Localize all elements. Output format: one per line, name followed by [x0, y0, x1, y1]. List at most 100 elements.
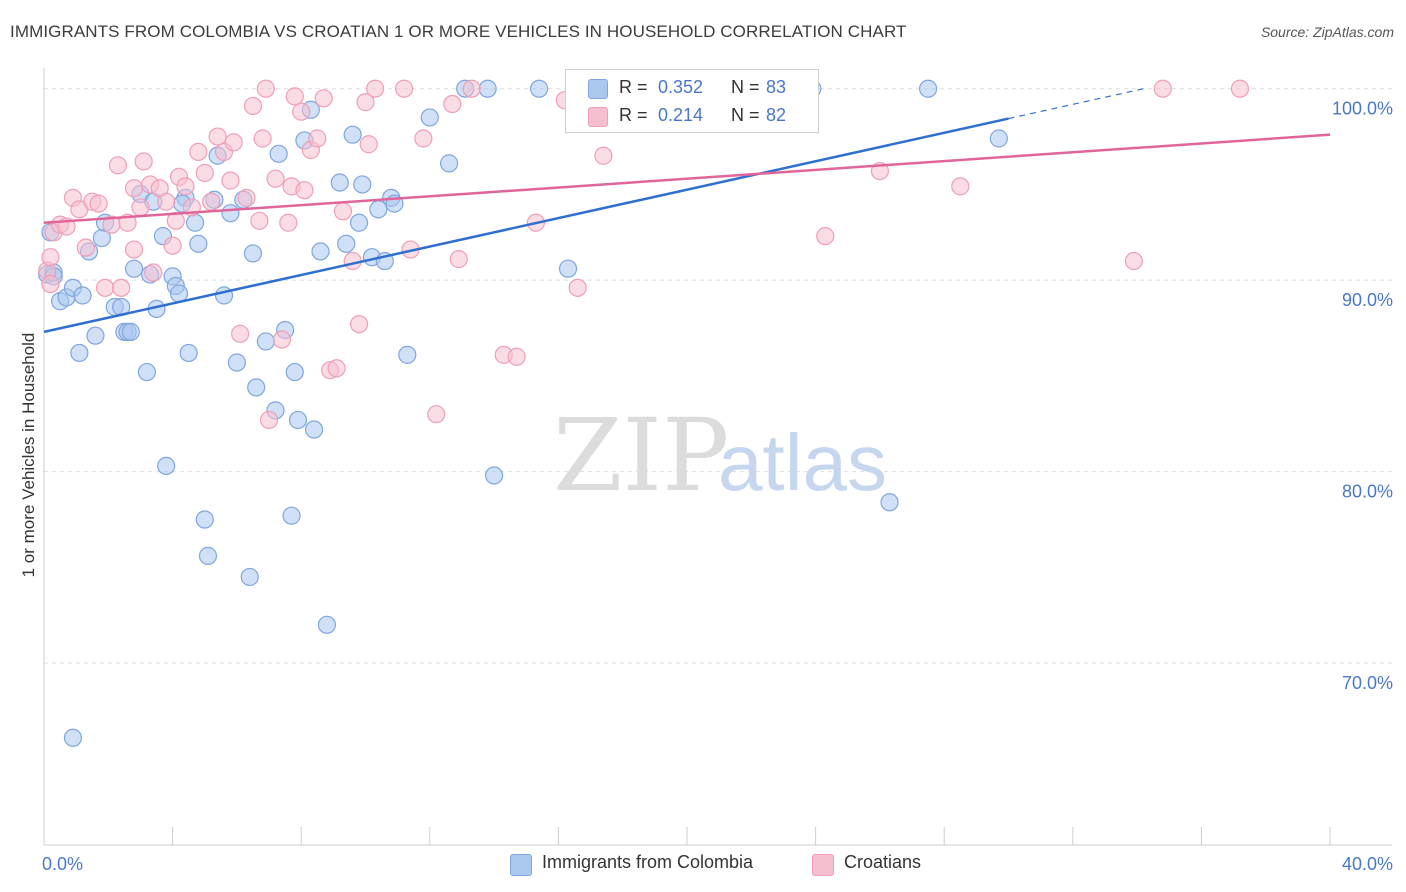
point-croatian: [1124, 251, 1143, 271]
point-colombia: [353, 175, 372, 194]
watermark: ZIP atlas: [553, 397, 887, 514]
point-croatian: [279, 213, 298, 232]
point-croatian: [427, 405, 446, 424]
x-tick-label: 40.0%: [1342, 854, 1393, 874]
point-colombia: [198, 546, 218, 565]
point-colombia: [121, 322, 140, 341]
point-colombia: [288, 410, 308, 430]
legend-r-value: 0.214: [658, 105, 704, 125]
chart-title: IMMIGRANTS FROM COLOMBIA VS CROATIAN 1 O…: [10, 22, 907, 41]
bottom-legend-swatch-pink: [812, 854, 834, 876]
point-croatian: [266, 169, 285, 188]
point-croatian: [568, 278, 587, 297]
point-colombia: [317, 615, 337, 634]
point-colombia: [195, 510, 214, 529]
trendline-colombia-extension: [1008, 88, 1144, 120]
point-croatian: [292, 102, 311, 121]
point-colombia: [73, 286, 92, 305]
point-croatian: [131, 198, 150, 217]
point-croatian: [112, 278, 131, 297]
watermark-zip: ZIP: [553, 397, 729, 514]
point-croatian: [333, 202, 353, 221]
trend-layer: [43, 88, 1331, 334]
y-tick-label: 90.0%: [1342, 290, 1393, 310]
point-croatian: [189, 142, 208, 162]
point-croatian: [108, 156, 128, 175]
point-croatian: [816, 227, 835, 246]
point-croatian: [314, 89, 333, 108]
point-croatian: [394, 79, 414, 98]
point-colombia: [157, 456, 176, 476]
point-croatian: [231, 324, 250, 343]
point-colombia: [189, 234, 208, 253]
bottom-legend-label: Immigrants from Colombia: [542, 852, 754, 872]
point-colombia: [478, 79, 497, 98]
legend-n-value: 82: [766, 105, 787, 125]
point-croatian: [272, 330, 292, 349]
point-colombia: [880, 493, 899, 512]
point-croatian: [951, 177, 970, 196]
point-croatian: [414, 129, 433, 148]
label-layer: 1 or more Vehicles in Household: [19, 333, 38, 578]
point-croatian: [507, 347, 526, 366]
bottom-legend-swatch-blue: [510, 854, 532, 876]
bottom-legend-label: Croatians: [844, 852, 922, 872]
point-croatian: [243, 96, 263, 116]
x-tick-label: 0.0%: [42, 854, 83, 874]
point-colombia: [349, 213, 369, 232]
point-croatian: [359, 135, 378, 154]
trendline-croatian: [43, 133, 1331, 224]
point-croatian: [308, 129, 327, 148]
point-croatian: [176, 177, 195, 196]
point-croatian: [253, 129, 272, 148]
point-colombia: [337, 234, 356, 253]
point-croatian: [327, 359, 346, 378]
legend-r-label: R =: [619, 77, 648, 97]
point-croatian: [256, 79, 275, 98]
point-colombia: [285, 362, 304, 382]
watermark-atlas: atlas: [718, 418, 887, 507]
trendline-colombia: [43, 117, 1009, 334]
point-croatian: [295, 181, 314, 200]
point-colombia: [86, 326, 105, 345]
legend-r-label: R =: [619, 105, 648, 125]
point-croatian: [349, 315, 369, 334]
legend-swatch-pink: [588, 107, 608, 127]
point-colombia: [240, 567, 259, 587]
point-colombia: [439, 154, 459, 173]
point-colombia: [256, 332, 275, 351]
point-croatian: [144, 263, 163, 282]
point-croatian: [285, 87, 304, 106]
point-colombia: [530, 79, 549, 98]
point-croatian: [76, 238, 95, 257]
legend-n-label: N =: [731, 105, 760, 125]
point-colombia: [989, 129, 1008, 148]
point-croatian: [462, 79, 481, 98]
point-croatian: [443, 94, 462, 114]
y-tick-label: 80.0%: [1342, 482, 1393, 502]
point-colombia: [330, 173, 349, 192]
point-croatian: [1230, 79, 1250, 98]
point-croatian: [356, 93, 375, 112]
point-colombia: [558, 259, 578, 278]
point-colombia: [304, 420, 324, 439]
legend-n-label: N =: [731, 77, 760, 97]
point-croatian: [594, 146, 613, 165]
point-croatian: [208, 127, 227, 146]
legend-swatch-blue: [588, 79, 608, 99]
point-croatian: [124, 240, 144, 259]
point-croatian: [166, 211, 185, 230]
point-croatian: [41, 274, 60, 294]
point-colombia: [124, 259, 144, 278]
y-axis-label: 1 or more Vehicles in Household: [19, 333, 38, 578]
point-colombia: [179, 343, 198, 363]
point-colombia: [343, 125, 362, 144]
point-croatian: [237, 188, 256, 207]
point-colombia: [70, 343, 89, 363]
point-colombia: [243, 244, 263, 263]
point-croatian: [366, 79, 385, 98]
point-colombia: [247, 378, 266, 397]
point-croatian: [259, 410, 279, 430]
point-colombia: [485, 466, 504, 485]
point-croatian: [89, 194, 108, 213]
